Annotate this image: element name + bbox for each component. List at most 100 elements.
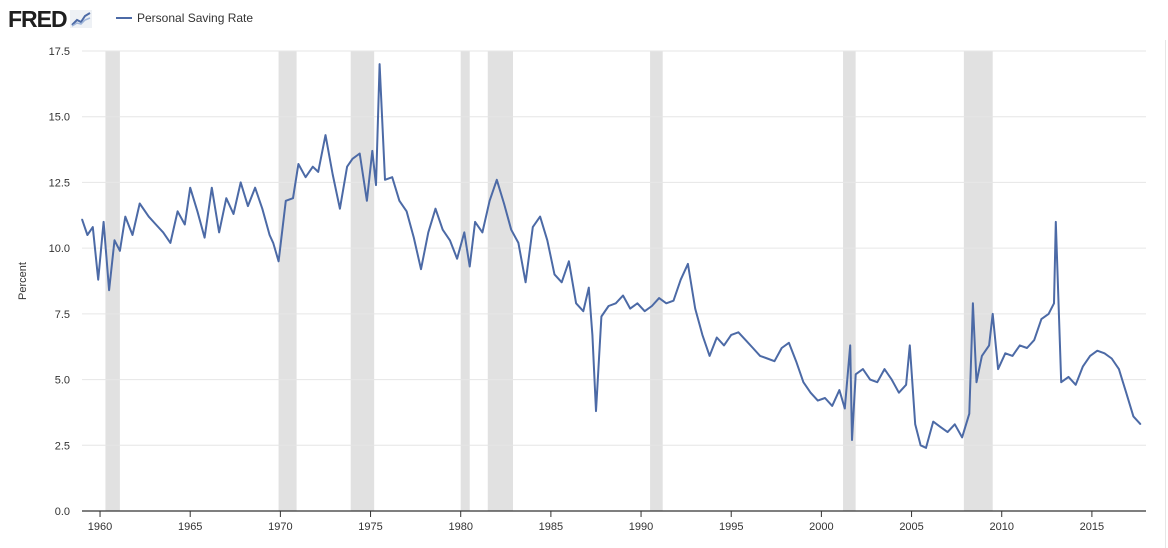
data-point — [469, 265, 471, 268]
data-point — [481, 231, 483, 233]
data-point — [809, 392, 812, 394]
data-point — [305, 176, 307, 178]
data-point — [398, 200, 400, 202]
data-point — [1082, 365, 1084, 368]
data-point — [413, 237, 415, 239]
data-point — [488, 200, 491, 202]
data-point — [131, 234, 134, 236]
data-point — [831, 405, 833, 407]
fred-logo[interactable]: FRED — [8, 6, 92, 32]
data-point — [532, 226, 534, 228]
legend[interactable]: Personal Saving Rate — [116, 11, 253, 25]
data-point — [1060, 381, 1062, 383]
data-point — [752, 347, 754, 349]
data-point — [591, 334, 593, 336]
data-point — [553, 273, 556, 276]
data-point — [838, 389, 841, 391]
y-tick-label: 2.5 — [55, 440, 70, 452]
data-point — [694, 308, 696, 310]
data-point — [651, 305, 653, 307]
recession-band-3 — [350, 51, 375, 511]
data-point — [103, 221, 105, 223]
data-point — [759, 355, 761, 357]
data-point — [254, 187, 256, 189]
x-tick-label: 1995 — [719, 521, 743, 533]
recession-band-7 — [843, 51, 856, 511]
data-point — [297, 163, 300, 165]
data-point — [595, 410, 597, 412]
grid-lines — [82, 50, 1146, 446]
data-point — [406, 210, 408, 212]
data-point — [420, 268, 422, 270]
recession-bands — [105, 51, 993, 511]
data-point — [86, 234, 89, 236]
x-tick-label: 2000 — [809, 521, 833, 533]
data-point — [196, 210, 199, 212]
data-point — [268, 234, 271, 236]
data-point — [891, 378, 893, 381]
y-tick-label: 0.0 — [55, 506, 70, 518]
data-point — [561, 281, 563, 283]
data-point — [285, 200, 287, 202]
data-point — [108, 289, 110, 291]
data-point — [988, 344, 990, 346]
data-point — [375, 184, 377, 186]
data-point — [366, 200, 368, 202]
data-point — [148, 216, 150, 218]
data-point — [211, 187, 213, 189]
legend-label: Personal Saving Rate — [137, 11, 254, 25]
data-point — [218, 231, 220, 233]
data-point — [788, 342, 790, 344]
data-point — [687, 263, 689, 265]
data-point — [615, 302, 617, 304]
data-point — [575, 302, 577, 304]
data-point — [204, 237, 206, 239]
data-point — [155, 223, 157, 226]
data-point — [914, 423, 916, 425]
data-point — [730, 334, 732, 336]
data-point — [292, 197, 294, 199]
data-point — [92, 226, 94, 228]
y-tick-label: 5.0 — [55, 375, 70, 387]
x-tick-label: 2010 — [989, 521, 1013, 533]
data-point — [849, 344, 851, 346]
data-point — [992, 313, 994, 315]
data-point — [1075, 384, 1077, 386]
data-point — [1004, 352, 1006, 354]
data-point — [1118, 368, 1120, 370]
data-point — [716, 336, 718, 339]
data-point — [427, 231, 429, 233]
data-point — [644, 310, 646, 312]
data-point — [869, 378, 871, 381]
data-point — [247, 205, 249, 207]
data-point — [919, 444, 922, 446]
data-point — [1067, 376, 1070, 378]
data-point — [510, 229, 512, 231]
data-point — [1026, 347, 1028, 349]
data-point — [862, 368, 864, 370]
data-point — [232, 213, 235, 215]
data-point — [324, 134, 327, 136]
data-point — [81, 218, 83, 220]
data-point — [817, 400, 819, 402]
y-tick-label: 12.5 — [49, 177, 70, 189]
data-point — [162, 231, 164, 233]
data-point — [968, 413, 970, 415]
recession-band-2 — [278, 51, 297, 511]
fred-logo-text: FRED — [8, 6, 68, 32]
series-layer — [81, 63, 1142, 449]
data-point — [139, 202, 141, 205]
data-point — [925, 447, 927, 449]
y-axis-title: Percent — [17, 262, 29, 300]
data-point — [384, 179, 386, 181]
data-point — [1096, 350, 1098, 352]
recession-band-1 — [105, 51, 120, 511]
data-point — [525, 281, 527, 283]
x-tick-label: 1975 — [358, 521, 382, 533]
data-point — [622, 294, 624, 297]
x-tick-label: 1965 — [178, 521, 202, 533]
data-point — [568, 260, 570, 262]
data-point — [588, 286, 590, 289]
data-point — [378, 63, 381, 65]
